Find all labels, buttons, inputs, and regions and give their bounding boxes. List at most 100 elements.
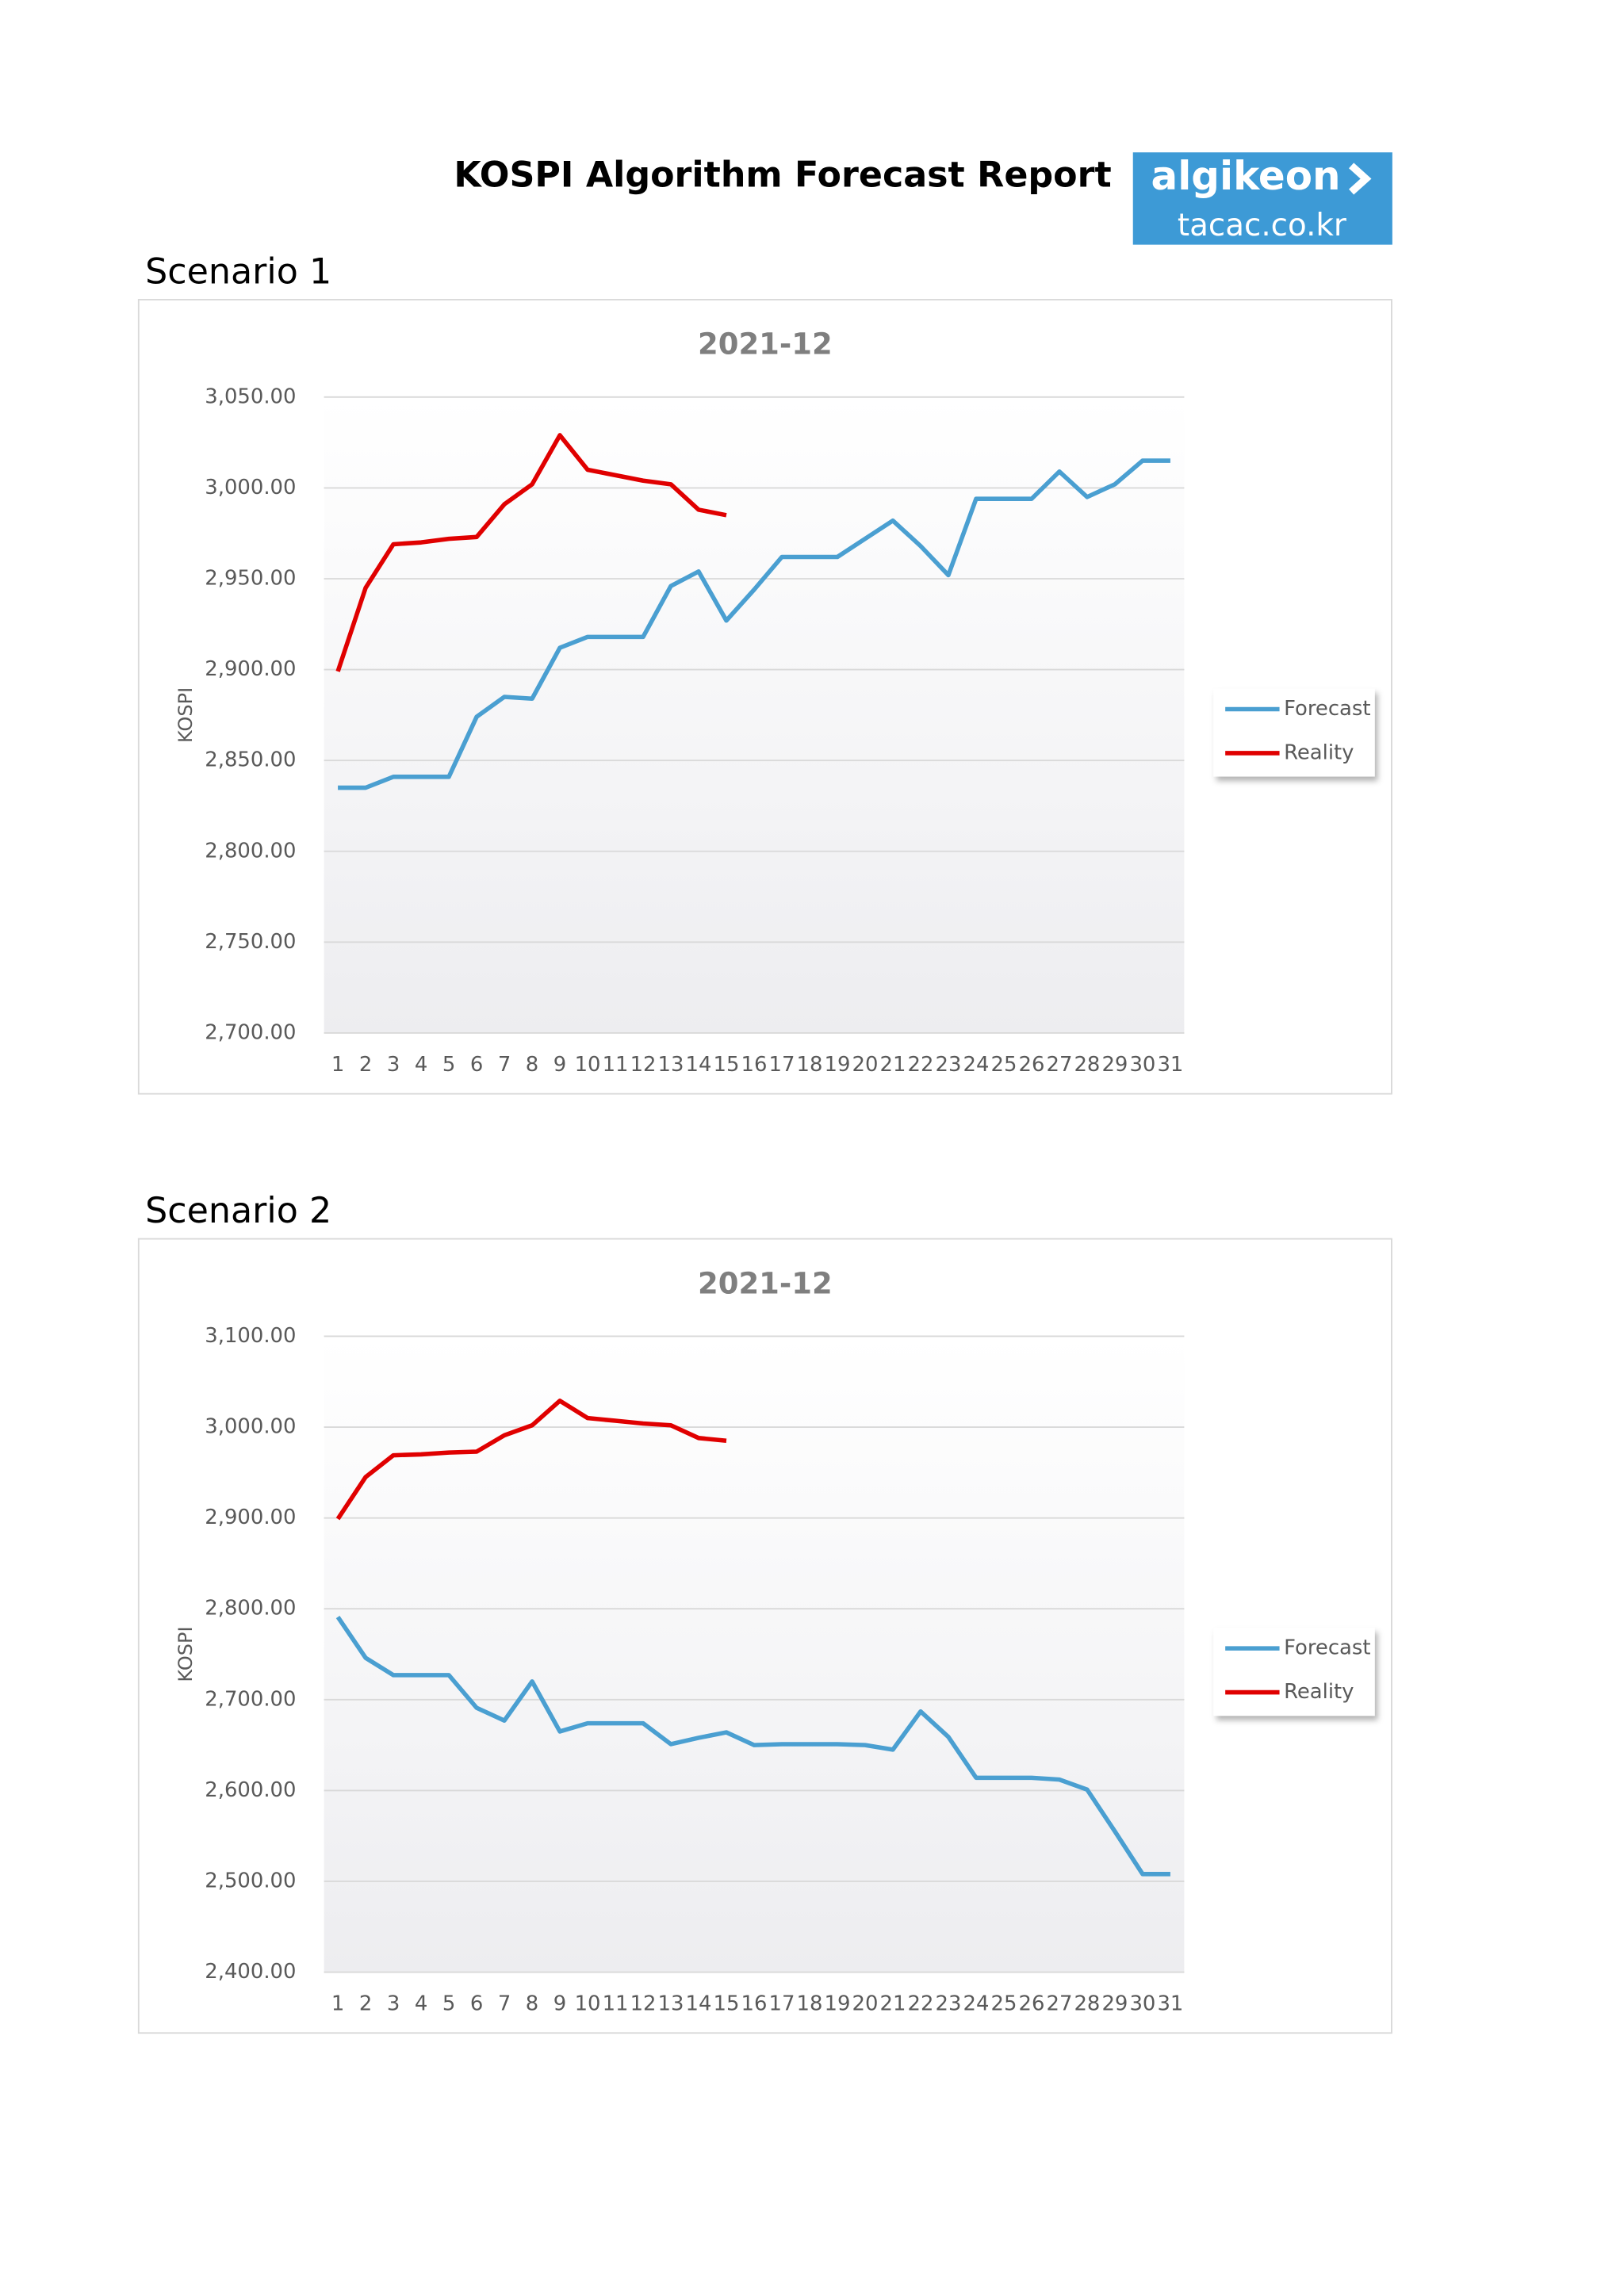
x-tick-label: 29 (1101, 1053, 1128, 1077)
x-tick-label: 18 (797, 1992, 823, 2016)
x-tick-label: 25 (991, 1053, 1017, 1077)
x-tick-label: 10 (575, 1992, 601, 2016)
x-tick-label: 31 (1157, 1053, 1183, 1077)
x-tick-label: 14 (686, 1992, 712, 2016)
x-tick-label: 20 (852, 1053, 879, 1077)
y-tick-label: 2,400.00 (205, 1960, 296, 1984)
y-tick-label: 3,000.00 (205, 1415, 296, 1439)
series-line (335, 433, 727, 672)
x-tick-label: 23 (936, 1053, 962, 1077)
x-tick-label: 30 (1129, 1992, 1155, 2016)
y-tick-label: 2,950.00 (205, 567, 296, 591)
scenario-heading: Scenario 1 (145, 252, 331, 293)
logo-box (1132, 152, 1392, 245)
x-tick-label: 7 (498, 1053, 511, 1077)
x-tick-label: 19 (825, 1992, 851, 2016)
x-tick-label: 17 (769, 1992, 795, 2016)
plot-area (324, 1336, 1185, 1973)
legend-label: Reality (1284, 740, 1354, 764)
x-tick-label: 13 (658, 1992, 684, 2016)
x-tick-label: 11 (603, 1992, 629, 2016)
x-tick-label: 9 (553, 1053, 566, 1077)
x-tick-label: 1 (331, 1053, 344, 1077)
y-tick-label: 2,500.00 (205, 1869, 296, 1892)
logo-brand: algikeon (1151, 153, 1341, 199)
y-tick-label: 2,800.00 (205, 1597, 296, 1621)
x-tick-label: 13 (658, 1053, 684, 1077)
x-tick-label: 12 (630, 1053, 657, 1077)
logo-site: tacac.co.kr (1178, 208, 1346, 243)
x-tick-label: 9 (553, 1992, 566, 2016)
x-tick-label: 27 (1046, 1053, 1072, 1077)
chart-title: 2021-12 (698, 1266, 833, 1300)
x-tick-label: 24 (963, 1053, 990, 1077)
x-tick-label: 18 (797, 1053, 823, 1077)
x-tick-label: 23 (936, 1992, 962, 2016)
y-tick-label: 2,900.00 (205, 657, 296, 681)
x-tick-label: 26 (1018, 1053, 1044, 1077)
y-tick-label: 2,850.00 (205, 748, 296, 772)
x-tick-label: 21 (880, 1053, 906, 1077)
x-tick-label: 2 (359, 1053, 372, 1077)
x-tick-label: 29 (1101, 1992, 1128, 2016)
x-tick-label: 30 (1129, 1053, 1155, 1077)
y-tick-label: 3,050.00 (205, 385, 296, 408)
report-title: KOSPI Algorithm Forecast Report (454, 155, 1111, 196)
y-axis-label: KOSPI (174, 1626, 197, 1682)
chart: Scenario 1 2021-12 2,700.00 2,750.00 2,800.0… (137, 252, 1392, 1095)
x-tick-label: 1 (331, 1992, 344, 2016)
legend-label: Forecast (1284, 697, 1370, 721)
legend-label: Forecast (1284, 1636, 1370, 1660)
y-tick-label: 2,700.00 (205, 1020, 296, 1044)
series-line (335, 1399, 727, 1521)
x-tick-label: 5 (442, 1992, 455, 2016)
x-tick-label: 15 (714, 1992, 740, 2016)
logo-chevron (1349, 163, 1372, 195)
x-tick-label: 5 (442, 1053, 455, 1077)
x-tick-label: 22 (908, 1053, 934, 1077)
x-tick-label: 26 (1018, 1992, 1044, 2016)
series-line (335, 1615, 1170, 1877)
legend-box (1213, 1628, 1375, 1716)
y-tick-label: 2,600.00 (205, 1778, 296, 1802)
scenario-heading: Scenario 2 (145, 1191, 331, 1231)
legend-label: Reality (1284, 1680, 1354, 1704)
x-tick-label: 16 (741, 1053, 768, 1077)
x-tick-label: 21 (880, 1992, 906, 2016)
x-tick-label: 6 (470, 1053, 483, 1077)
x-tick-label: 11 (603, 1053, 629, 1077)
x-tick-label: 31 (1157, 1992, 1183, 2016)
x-tick-label: 2 (359, 1992, 372, 2016)
x-tick-label: 7 (498, 1992, 511, 2016)
x-tick-label: 10 (575, 1053, 601, 1077)
x-tick-label: 6 (470, 1992, 483, 2016)
x-tick-label: 20 (852, 1992, 879, 2016)
legend-box (1213, 688, 1375, 777)
chart: Scenario 2 2021-12 2,400.00 2,500.00 2,600.0… (137, 1191, 1392, 2034)
y-tick-label: 2,750.00 (205, 930, 296, 954)
x-tick-label: 8 (526, 1992, 538, 2016)
x-tick-label: 4 (415, 1992, 427, 2016)
chart-title: 2021-12 (698, 327, 833, 362)
y-tick-label: 2,900.00 (205, 1506, 296, 1529)
series-line (338, 458, 1170, 790)
x-tick-label: 28 (1074, 1053, 1100, 1077)
x-tick-label: 19 (825, 1053, 851, 1077)
x-tick-label: 28 (1074, 1992, 1100, 2016)
y-axis-label: KOSPI (174, 687, 197, 743)
x-tick-label: 27 (1046, 1992, 1072, 2016)
x-tick-label: 8 (526, 1053, 538, 1077)
x-tick-label: 25 (991, 1992, 1017, 2016)
y-tick-label: 3,000.00 (205, 476, 296, 499)
y-tick-label: 2,800.00 (205, 839, 296, 863)
x-tick-label: 12 (630, 1992, 657, 2016)
x-tick-label: 14 (686, 1053, 712, 1077)
x-tick-label: 15 (714, 1053, 740, 1077)
x-tick-label: 4 (415, 1053, 427, 1077)
plot-area (324, 396, 1185, 1033)
x-tick-label: 3 (387, 1992, 400, 2016)
y-tick-label: 2,700.00 (205, 1687, 296, 1711)
x-tick-label: 17 (769, 1053, 795, 1077)
